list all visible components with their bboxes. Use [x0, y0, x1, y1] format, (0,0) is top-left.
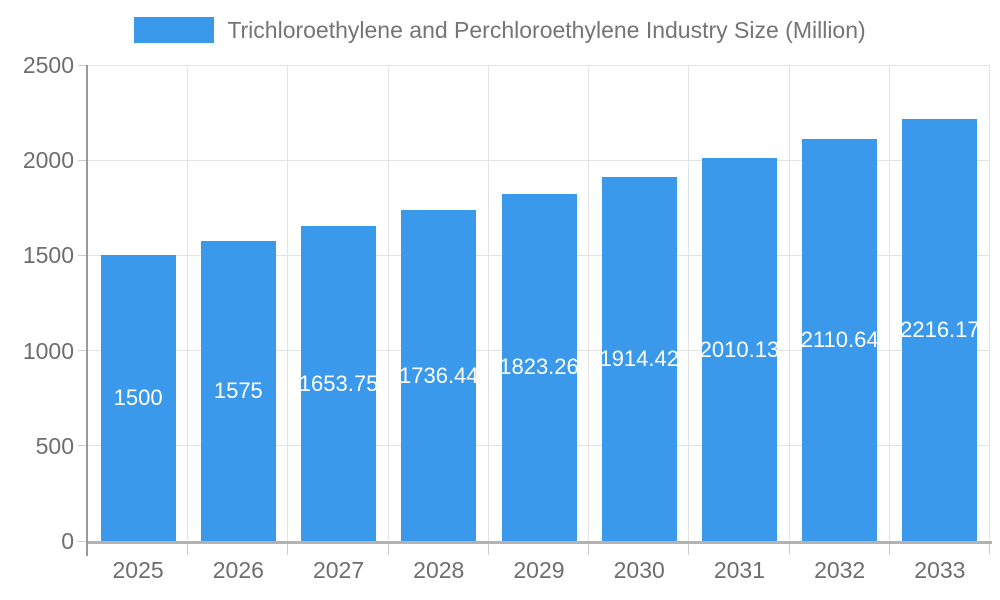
- x-axis-label: 2033: [914, 557, 966, 583]
- x-gridline: [688, 65, 690, 541]
- legend-swatch[interactable]: [134, 17, 215, 43]
- x-axis-tick: [688, 544, 690, 555]
- x-axis-label: 2025: [112, 557, 164, 583]
- bar: 1736.44: [399, 210, 479, 541]
- y-axis-tick: [78, 350, 86, 352]
- bar: 2010.13: [699, 158, 780, 541]
- bar-value-label: 1823.26: [499, 354, 579, 380]
- x-gridline: [387, 65, 389, 541]
- bar-value-label: 1575: [213, 378, 263, 404]
- y-axis-tick-label: 500: [35, 432, 74, 459]
- y-axis-tick: [78, 540, 86, 542]
- y-axis-tick: [78, 445, 86, 447]
- bar: 2216.17: [900, 119, 980, 541]
- bar: 1823.26: [499, 193, 579, 541]
- bar: 1653.75: [298, 226, 379, 541]
- bar: 1500: [100, 255, 176, 541]
- bar-value-label: 2110.64: [800, 327, 879, 353]
- bar: 1575: [200, 241, 276, 541]
- x-axis-line: [86, 541, 992, 544]
- bar-value-label: 1500: [113, 385, 163, 411]
- x-axis-tick: [788, 544, 790, 555]
- y-gridline: [88, 64, 990, 66]
- x-axis-tick: [387, 544, 389, 555]
- y-axis-tick-extension: [86, 541, 88, 556]
- x-axis-label: 2029: [513, 557, 565, 583]
- x-gridline: [287, 65, 289, 541]
- bar-value-label: 1736.44: [399, 362, 479, 388]
- y-axis-tick-label: 2500: [22, 52, 74, 78]
- y-axis-tick: [78, 254, 86, 256]
- x-axis-tick: [187, 544, 189, 555]
- y-gridline: [88, 159, 990, 161]
- x-gridline: [487, 65, 489, 541]
- y-axis-tick: [78, 159, 86, 161]
- chart-legend[interactable]: Trichloroethylene and Perchloroethylene …: [0, 15, 1000, 45]
- bar-value-label: 1653.75: [298, 370, 379, 396]
- x-gridline: [187, 65, 189, 541]
- legend-label[interactable]: Trichloroethylene and Perchloroethylene …: [227, 16, 866, 43]
- plot-area: 0 500 1000 1500 2000 2500 1500 2025 1575 2026 1653…: [23, 52, 992, 583]
- bar: 2110.64: [800, 139, 879, 541]
- x-axis-tick: [588, 544, 590, 555]
- x-axis-tick: [487, 544, 489, 555]
- x-axis-tick: [989, 544, 990, 555]
- x-axis-label: 2032: [814, 557, 866, 583]
- bar: 1914.42: [599, 176, 679, 541]
- y-axis-tick-label: 1500: [22, 242, 74, 269]
- x-gridline: [888, 65, 890, 541]
- x-axis-label: 2026: [212, 557, 264, 583]
- y-axis-tick-label: 1000: [22, 337, 74, 364]
- bar-value-label: 1914.42: [599, 345, 679, 371]
- x-axis-label: 2030: [613, 557, 665, 583]
- bar-value-label: 2010.13: [699, 336, 780, 362]
- y-axis-tick-label: 0: [61, 528, 74, 554]
- x-gridline: [788, 65, 790, 541]
- y-axis-tick-label: 2000: [22, 147, 74, 174]
- x-axis-label: 2027: [312, 557, 365, 583]
- y-axis-tick: [78, 64, 86, 66]
- x-axis-label: 2028: [413, 557, 465, 583]
- x-axis-tick: [287, 544, 289, 555]
- x-gridline: [588, 65, 590, 541]
- x-gridline: [989, 65, 990, 541]
- bar-value-label: 2216.17: [900, 317, 980, 343]
- x-axis-tick: [888, 544, 890, 555]
- x-axis-label: 2031: [713, 557, 766, 583]
